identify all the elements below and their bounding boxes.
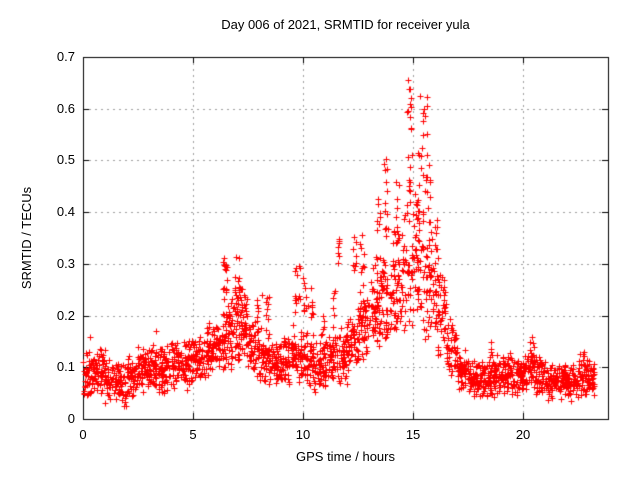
chart-title: Day 006 of 2021, SRMTID for receiver yul…: [221, 17, 470, 32]
x-tick-label: 0: [79, 427, 87, 442]
x-tick-label: 5: [189, 427, 197, 442]
x-axis-label: GPS time / hours: [296, 449, 395, 464]
y-tick-label: 0.5: [56, 152, 75, 168]
y-tick-label: 0.3: [56, 255, 75, 271]
x-tick-label: 15: [405, 427, 421, 442]
y-tick-label: 0.6: [56, 100, 75, 116]
y-tick-label: 0.2: [56, 307, 75, 323]
y-tick-label: 0: [67, 411, 75, 426]
x-tick-label: 20: [515, 427, 531, 442]
y-tick-label: 0.7: [56, 49, 75, 64]
y-tick-label: 0.1: [56, 359, 75, 375]
x-tick-label: 10: [295, 427, 311, 442]
y-tick-label: 0.4: [56, 204, 75, 220]
